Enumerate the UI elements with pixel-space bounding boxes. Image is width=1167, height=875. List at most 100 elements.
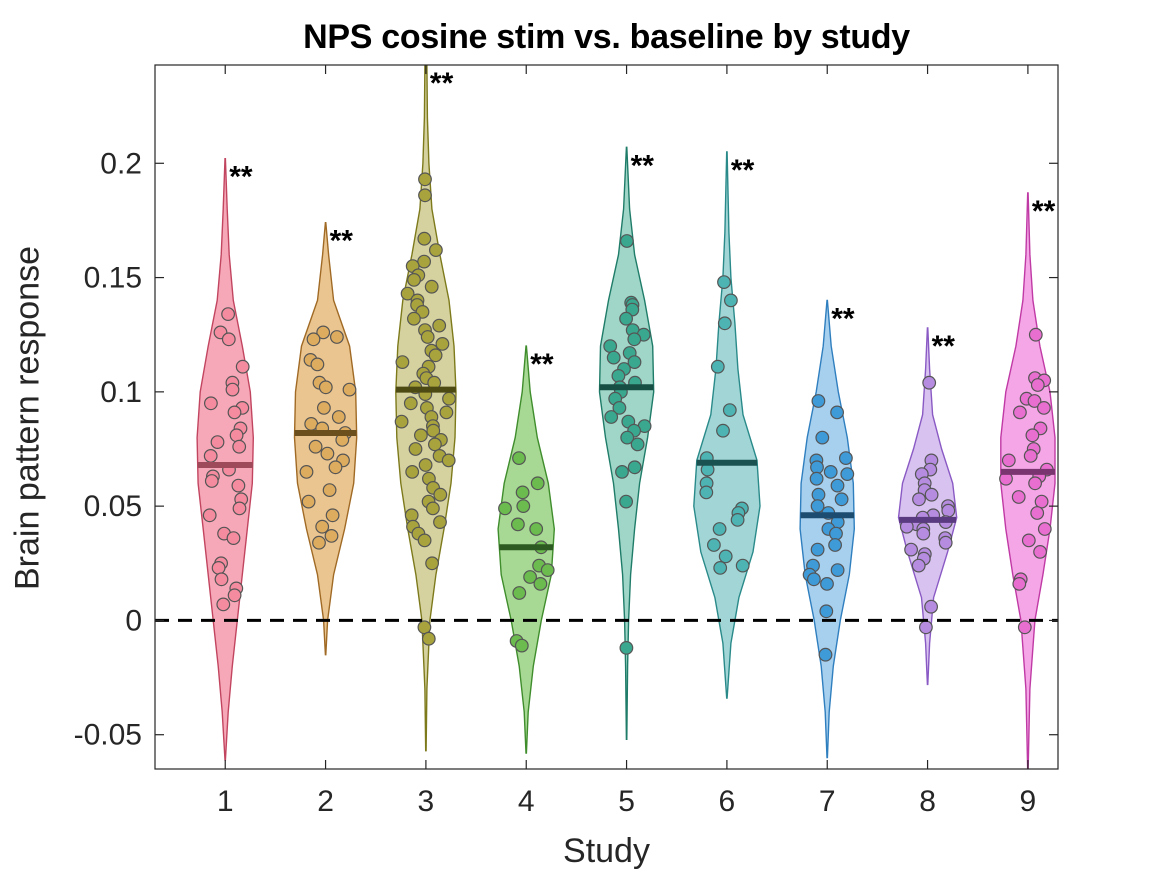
violins-layer (155, 65, 1058, 769)
data-point (730, 513, 745, 527)
data-point (306, 332, 321, 347)
violin-study-9 (999, 192, 1056, 769)
axes-box (154, 64, 1059, 770)
x-tick-label: 7 (819, 785, 836, 818)
data-point (225, 382, 240, 397)
data-point (400, 286, 415, 301)
data-point (717, 275, 731, 290)
data-point (1036, 401, 1051, 415)
violin-study-7 (799, 299, 856, 759)
data-point (330, 330, 344, 344)
data-point (418, 188, 432, 203)
significance-marker: ** (631, 149, 655, 182)
data-point (403, 396, 418, 411)
data-point (394, 414, 409, 429)
data-point (310, 357, 325, 372)
x-tick-label: 2 (317, 785, 334, 818)
data-point (316, 325, 331, 340)
y-tick-label: 0.15 (84, 262, 142, 295)
significance-marker: ** (229, 161, 253, 194)
data-point (811, 487, 826, 502)
data-point (433, 515, 447, 529)
data-point (516, 499, 531, 514)
data-point (405, 465, 420, 479)
data-point (515, 485, 530, 500)
data-point (395, 355, 410, 370)
data-point (226, 531, 241, 545)
data-point (830, 563, 845, 577)
y-tick-label: 0 (125, 604, 142, 637)
data-point (716, 423, 730, 438)
data-point (1030, 378, 1045, 392)
data-point (627, 332, 642, 347)
data-point (498, 501, 512, 516)
data-point (1012, 577, 1027, 591)
data-point (328, 460, 343, 475)
data-point (811, 394, 826, 408)
data-point (1037, 522, 1052, 536)
data-point (210, 435, 225, 450)
data-point (807, 572, 821, 587)
data-point (320, 446, 335, 461)
data-point (523, 570, 537, 584)
data-point (404, 508, 419, 523)
data-point (229, 428, 244, 443)
data-point (418, 172, 432, 187)
chart-title: NPS cosine stim vs. baseline by study (303, 18, 910, 56)
data-point (606, 350, 621, 365)
data-point (834, 492, 849, 507)
x-tick-label: 8 (919, 785, 936, 818)
data-point (299, 465, 314, 479)
data-point (231, 478, 246, 493)
violin-study-4 (497, 345, 556, 754)
data-point (722, 403, 737, 418)
violin-study-5 (598, 146, 655, 740)
data-point (707, 538, 721, 552)
data-point (203, 449, 218, 463)
significance-marker: ** (932, 330, 956, 363)
data-point (823, 465, 838, 479)
x-tick-label: 4 (518, 785, 535, 818)
data-point (1028, 476, 1042, 491)
data-point (203, 396, 218, 411)
data-point (630, 437, 645, 452)
data-point (214, 572, 229, 587)
data-point (417, 231, 432, 246)
data-point (232, 501, 247, 516)
data-point (1033, 545, 1047, 559)
violin-study-6 (693, 151, 761, 699)
data-point (810, 460, 824, 475)
data-point (809, 471, 824, 486)
data-point (227, 588, 242, 603)
data-point (604, 410, 619, 424)
x-tick-label: 1 (217, 785, 234, 818)
data-point (442, 391, 456, 406)
data-point (530, 476, 545, 491)
data-point (712, 522, 727, 536)
data-point (620, 234, 634, 248)
data-point (1001, 453, 1016, 468)
data-point (227, 405, 242, 420)
data-point (221, 307, 236, 322)
violin-study-3 (394, 65, 457, 752)
data-point (439, 405, 454, 420)
data-point (421, 631, 436, 646)
data-point (718, 549, 733, 564)
x-tick-label: 3 (418, 785, 435, 818)
data-point (221, 332, 236, 347)
data-point (425, 556, 440, 571)
data-point (322, 483, 337, 498)
data-point (615, 465, 629, 479)
data-point (941, 503, 956, 518)
data-point (342, 382, 357, 397)
data-point (202, 508, 217, 523)
data-point (433, 487, 448, 502)
y-tick-label: -0.05 (74, 719, 142, 752)
data-point (815, 430, 830, 445)
data-point (819, 604, 834, 619)
data-point (529, 522, 544, 536)
data-point (924, 487, 939, 502)
data-point (735, 558, 750, 573)
significance-marker: ** (731, 154, 755, 187)
